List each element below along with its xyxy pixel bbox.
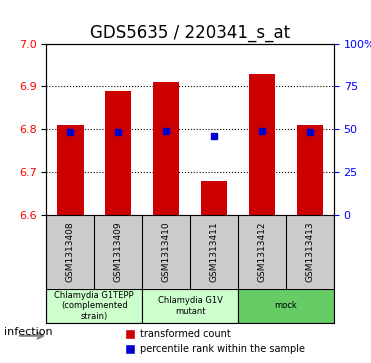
- Title: GDS5635 / 220341_s_at: GDS5635 / 220341_s_at: [90, 24, 290, 42]
- FancyBboxPatch shape: [142, 289, 238, 323]
- Text: GSM1313413: GSM1313413: [305, 222, 315, 282]
- Bar: [297, 125, 323, 215]
- Bar: [249, 74, 275, 215]
- Bar: [153, 82, 179, 215]
- Text: Chlamydia G1TEPP
(complemented
strain): Chlamydia G1TEPP (complemented strain): [55, 291, 134, 321]
- Text: GSM1313410: GSM1313410: [162, 222, 171, 282]
- Text: mock: mock: [275, 301, 297, 310]
- FancyBboxPatch shape: [238, 289, 334, 323]
- FancyBboxPatch shape: [46, 289, 142, 323]
- Bar: [57, 125, 83, 215]
- Bar: [201, 181, 227, 215]
- Text: GSM1313408: GSM1313408: [66, 222, 75, 282]
- Text: GSM1313412: GSM1313412: [257, 222, 266, 282]
- Text: Chlamydia G1V
mutant: Chlamydia G1V mutant: [158, 296, 223, 315]
- Legend: transformed count, percentile rank within the sample: transformed count, percentile rank withi…: [121, 326, 309, 358]
- Text: GSM1313409: GSM1313409: [114, 222, 123, 282]
- Text: GSM1313411: GSM1313411: [210, 222, 219, 282]
- Bar: [105, 91, 131, 215]
- Text: infection: infection: [4, 327, 52, 337]
